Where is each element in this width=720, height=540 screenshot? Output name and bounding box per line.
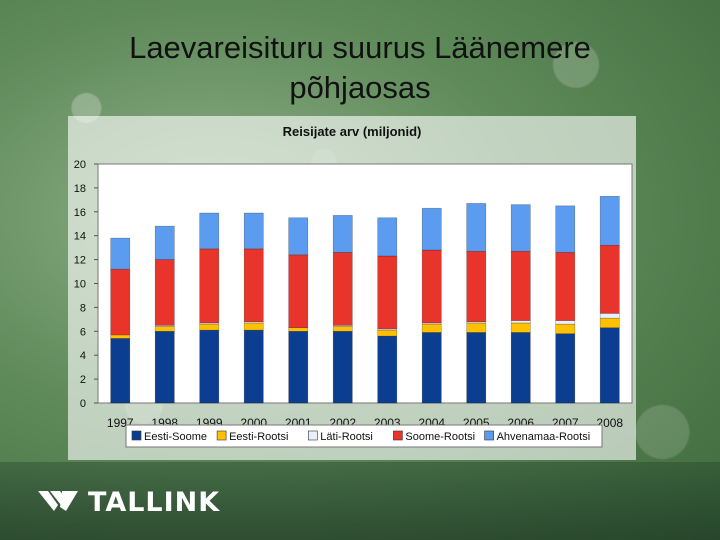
legend-swatch bbox=[393, 430, 403, 441]
y-tick-label: 10 bbox=[74, 279, 86, 291]
legend-swatch bbox=[484, 430, 494, 441]
stacked-bar-chart: Reisijate arv (miljonid) 0 2 4 6 8 10 12 14 16 18 2… bbox=[74, 124, 633, 448]
bar-Soome-Rootsi-2004 bbox=[421, 249, 442, 324]
bar-Eesti-Soome-2004 bbox=[421, 332, 442, 404]
legend-box bbox=[125, 424, 603, 448]
bar-Eesti-Rootsi-2008 bbox=[599, 317, 620, 329]
bar-Eesti-Rootsi-1999 bbox=[199, 323, 220, 331]
bar-Eesti-Soome-2005 bbox=[466, 332, 487, 404]
bar-Eesti-Rootsi-1998 bbox=[154, 326, 175, 332]
bar-Eesti-Soome-1998 bbox=[154, 331, 175, 404]
bar-Ahvenamaa-Rootsi-2006 bbox=[510, 204, 531, 252]
bar-Ahvenamaa-Rootsi-2000 bbox=[243, 212, 264, 250]
y-tick-label: 4 bbox=[80, 350, 86, 362]
bar-Eesti-Soome-2006 bbox=[510, 332, 531, 404]
bar-Eesti-Soome-2001 bbox=[288, 331, 309, 404]
y-tick-label: 2 bbox=[80, 374, 86, 386]
bar-Ahvenamaa-Rootsi-2001 bbox=[288, 217, 309, 256]
bar-Ahvenamaa-Rootsi-1997 bbox=[110, 237, 131, 270]
legend-label: Ahvenamaa-Rootsi bbox=[497, 431, 591, 443]
legend-label: Soome-Rootsi bbox=[405, 431, 475, 443]
bar-Soome-Rootsi-2007 bbox=[555, 252, 576, 321]
bar-Ahvenamaa-Rootsi-1998 bbox=[154, 225, 175, 260]
bar-Läti-Rootsi-2000 bbox=[243, 321, 264, 324]
y-tick-label: 6 bbox=[80, 326, 86, 338]
x-tick-label: 2008 bbox=[596, 416, 623, 430]
footer-band bbox=[0, 462, 720, 540]
legend-label: Eesti-Soome bbox=[144, 431, 207, 443]
bar-Eesti-Soome-1997 bbox=[110, 338, 131, 404]
plot-area bbox=[97, 163, 633, 404]
bar-Eesti-Soome-2008 bbox=[599, 327, 620, 404]
bar-Eesti-Rootsi-2003 bbox=[377, 329, 398, 337]
bar-Läti-Rootsi-2005 bbox=[466, 321, 487, 324]
bar-Eesti-Rootsi-2001 bbox=[288, 327, 309, 332]
bar-Ahvenamaa-Rootsi-2008 bbox=[599, 195, 620, 246]
bar-Läti-Rootsi-2002 bbox=[332, 325, 353, 327]
bar-Eesti-Rootsi-2005 bbox=[466, 322, 487, 333]
chart-title: Reisijate arv (miljonid) bbox=[283, 124, 422, 139]
tallink-logo: TALLINK bbox=[36, 482, 220, 522]
bar-Ahvenamaa-Rootsi-1999 bbox=[199, 212, 220, 250]
bar-Eesti-Rootsi-1997 bbox=[110, 334, 131, 339]
y-tick-label: 20 bbox=[74, 159, 86, 171]
y-tick-label: 0 bbox=[80, 398, 86, 410]
legend-swatch bbox=[308, 430, 318, 441]
bar-Eesti-Rootsi-2002 bbox=[332, 326, 353, 332]
bar-Eesti-Soome-1999 bbox=[199, 329, 220, 404]
bar-Ahvenamaa-Rootsi-2004 bbox=[421, 207, 442, 251]
bar-Eesti-Soome-2007 bbox=[555, 333, 576, 404]
bar-Ahvenamaa-Rootsi-2002 bbox=[332, 215, 353, 253]
bar-Soome-Rootsi-1999 bbox=[199, 248, 220, 324]
legend-swatch bbox=[131, 430, 142, 441]
bar-Soome-Rootsi-2006 bbox=[510, 250, 531, 321]
y-tick-label: 16 bbox=[74, 207, 86, 219]
bar-Soome-Rootsi-1998 bbox=[154, 259, 175, 326]
tallink-logo-icon bbox=[38, 491, 78, 511]
y-tick-label: 14 bbox=[74, 231, 86, 243]
bar-Ahvenamaa-Rootsi-2007 bbox=[555, 205, 576, 253]
bar-Soome-Rootsi-2005 bbox=[466, 250, 487, 323]
y-tick-label: 12 bbox=[74, 255, 86, 267]
bar-Soome-Rootsi-2000 bbox=[243, 248, 264, 323]
bar-Eesti-Rootsi-2007 bbox=[555, 323, 576, 334]
bar-Eesti-Soome-2000 bbox=[243, 329, 264, 404]
bar-Eesti-Soome-2002 bbox=[332, 331, 353, 404]
slide-title-line2: põhjaosas bbox=[289, 70, 431, 105]
legend-label: Eesti-Rootsi bbox=[229, 431, 288, 443]
y-tick-label: 18 bbox=[74, 183, 86, 195]
bar-Eesti-Soome-2003 bbox=[377, 335, 398, 404]
bar-Läti-Rootsi-2006 bbox=[510, 320, 531, 324]
legend-label: Läti-Rootsi bbox=[320, 431, 373, 443]
bar-Läti-Rootsi-2008 bbox=[599, 313, 620, 319]
bar-Soome-Rootsi-2002 bbox=[332, 252, 353, 326]
legend-swatch bbox=[216, 430, 227, 441]
bar-Ahvenamaa-Rootsi-2003 bbox=[377, 217, 398, 257]
bar-Eesti-Rootsi-2006 bbox=[510, 322, 531, 333]
bar-Soome-Rootsi-2003 bbox=[377, 255, 398, 330]
slide-title-line1: Laevareisituru suurus Läänemere bbox=[129, 30, 591, 65]
bar-Ahvenamaa-Rootsi-2005 bbox=[466, 203, 487, 252]
y-tick-label: 8 bbox=[80, 302, 86, 314]
bar-Läti-Rootsi-2007 bbox=[555, 320, 576, 325]
bar-Soome-Rootsi-1997 bbox=[110, 268, 131, 336]
bar-Soome-Rootsi-2001 bbox=[288, 254, 309, 329]
bar-Eesti-Rootsi-2004 bbox=[421, 323, 442, 333]
logo-text: TALLINK bbox=[88, 486, 221, 518]
chart-panel: Reisijate arv (miljonid) 0 2 4 6 8 10 12 14 16 18 2… bbox=[68, 116, 636, 460]
slide-title: Laevareisituru suurus Läänemere põhjaosa… bbox=[40, 28, 680, 108]
bar-Eesti-Rootsi-2000 bbox=[243, 322, 264, 331]
bar-Soome-Rootsi-2008 bbox=[599, 244, 620, 314]
